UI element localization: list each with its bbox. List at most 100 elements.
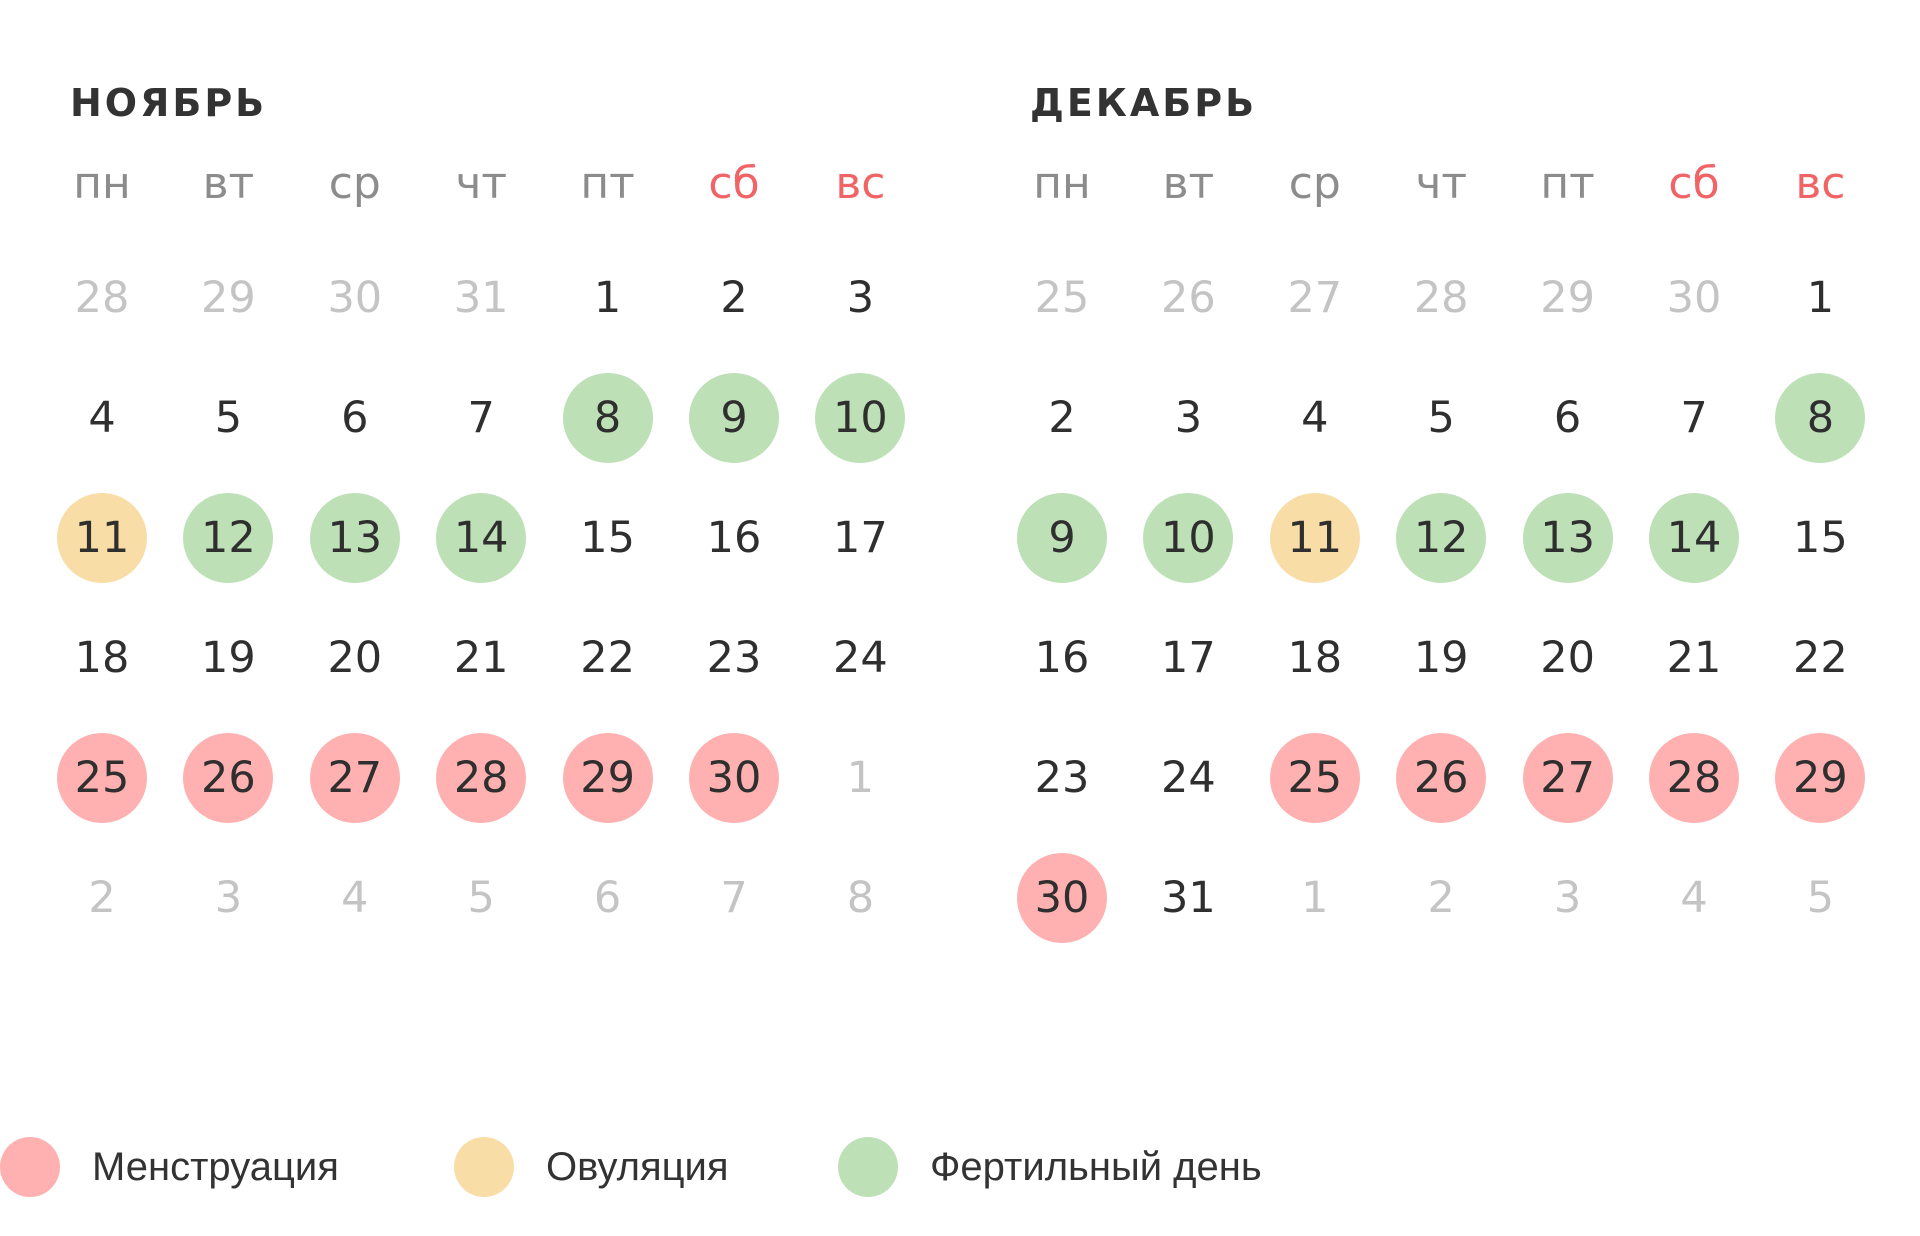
calendar-day-fertile[interactable]: 12 (165, 478, 291, 598)
calendar-day-normal[interactable]: 16 (671, 478, 797, 598)
calendar-day-normal[interactable]: 17 (797, 478, 923, 598)
calendar-day-menstruation[interactable]: 30 (671, 718, 797, 838)
calendar-day-other[interactable]: 28 (39, 238, 165, 358)
calendar-day-fertile[interactable]: 10 (1125, 478, 1251, 598)
calendar-day-normal[interactable]: 1 (545, 238, 671, 358)
day-number: 2 (1427, 873, 1455, 923)
day-number: 1 (1301, 873, 1329, 923)
calendar-day-other[interactable]: 27 (1252, 238, 1378, 358)
calendar-day-other[interactable]: 2 (39, 838, 165, 958)
calendar-day-other[interactable]: 4 (292, 838, 418, 958)
calendar-day-other[interactable]: 29 (1505, 238, 1631, 358)
calendar-day-menstruation[interactable]: 26 (165, 718, 291, 838)
calendar-day-normal[interactable]: 20 (292, 598, 418, 718)
calendar-day-normal[interactable]: 18 (39, 598, 165, 718)
day-number: 4 (88, 393, 116, 443)
calendar-day-normal[interactable]: 2 (999, 358, 1125, 478)
calendar-day-other[interactable]: 30 (292, 238, 418, 358)
calendar-day-normal[interactable]: 5 (165, 358, 291, 478)
calendar-day-normal[interactable]: 18 (1252, 598, 1378, 718)
calendar-day-menstruation[interactable]: 27 (1505, 718, 1631, 838)
calendar-day-other[interactable]: 1 (797, 718, 923, 838)
calendar-day-normal[interactable]: 7 (1631, 358, 1757, 478)
calendar-day-other[interactable]: 25 (999, 238, 1125, 358)
calendar-day-menstruation[interactable]: 28 (418, 718, 544, 838)
calendar-day-menstruation[interactable]: 28 (1631, 718, 1757, 838)
calendar-day-normal[interactable]: 16 (999, 598, 1125, 718)
calendar-day-normal[interactable]: 1 (1757, 238, 1883, 358)
calendar-day-normal[interactable]: 24 (1125, 718, 1251, 838)
weekday-header: вт (1162, 157, 1215, 209)
calendar-day-fertile[interactable]: 13 (1505, 478, 1631, 598)
calendar-day-normal[interactable]: 6 (1505, 358, 1631, 478)
weekday-header: ср (1288, 157, 1341, 209)
calendar-day-menstruation[interactable]: 29 (1757, 718, 1883, 838)
calendar-day-normal[interactable]: 22 (545, 598, 671, 718)
weekday-header: сб (708, 157, 760, 209)
calendar-day-normal[interactable]: 2 (671, 238, 797, 358)
calendar-day-normal[interactable]: 7 (418, 358, 544, 478)
calendar-day-normal[interactable]: 3 (1125, 358, 1251, 478)
calendar-day-other[interactable]: 5 (1757, 838, 1883, 958)
calendar-day-ovulation[interactable]: 11 (39, 478, 165, 598)
calendar-day-menstruation[interactable]: 25 (39, 718, 165, 838)
calendar-day-fertile[interactable]: 9 (999, 478, 1125, 598)
day-number: 25 (1269, 733, 1360, 823)
calendar-day-other[interactable]: 7 (671, 838, 797, 958)
calendar-day-menstruation[interactable]: 27 (292, 718, 418, 838)
calendar-day-fertile[interactable]: 8 (545, 358, 671, 478)
calendar-day-normal[interactable]: 15 (545, 478, 671, 598)
calendar-day-other[interactable]: 30 (1631, 238, 1757, 358)
calendar-day-other[interactable]: 3 (1505, 838, 1631, 958)
calendar-day-fertile[interactable]: 14 (1631, 478, 1757, 598)
day-number: 30 (1017, 853, 1107, 943)
calendar-day-other[interactable]: 1 (1252, 838, 1378, 958)
calendar-day-other[interactable]: 26 (1125, 238, 1251, 358)
day-number: 25 (1034, 273, 1090, 323)
calendar-day-fertile[interactable]: 14 (418, 478, 544, 598)
calendar-day-fertile[interactable]: 10 (797, 358, 923, 478)
calendar-day-other[interactable]: 29 (165, 238, 291, 358)
calendar-day-normal[interactable]: 19 (1378, 598, 1504, 718)
day-number: 14 (436, 493, 527, 583)
calendar-day-fertile[interactable]: 13 (292, 478, 418, 598)
calendar-day-other[interactable]: 2 (1378, 838, 1504, 958)
calendar-day-normal[interactable]: 19 (165, 598, 291, 718)
calendar-day-ovulation[interactable]: 11 (1252, 478, 1378, 598)
calendar-day-menstruation[interactable]: 26 (1378, 718, 1504, 838)
calendar-day-normal[interactable]: 23 (671, 598, 797, 718)
calendar-day-menstruation[interactable]: 29 (545, 718, 671, 838)
day-number: 1 (1806, 273, 1835, 323)
calendar-day-other[interactable]: 3 (165, 838, 291, 958)
calendar-day-menstruation[interactable]: 25 (1252, 718, 1378, 838)
weekday-header: пн (73, 157, 131, 209)
calendar-day-menstruation[interactable]: 30 (999, 838, 1125, 958)
calendar-day-normal[interactable]: 20 (1505, 598, 1631, 718)
calendar-day-fertile[interactable]: 12 (1378, 478, 1504, 598)
calendar-day-normal[interactable]: 17 (1125, 598, 1251, 718)
calendar-day-normal[interactable]: 24 (797, 598, 923, 718)
calendar-day-normal[interactable]: 31 (1125, 838, 1251, 958)
calendar-day-normal[interactable]: 22 (1757, 598, 1883, 718)
calendar-day-other[interactable]: 31 (418, 238, 544, 358)
calendar-day-normal[interactable]: 4 (39, 358, 165, 478)
calendar-day-other[interactable]: 5 (418, 838, 544, 958)
calendar-day-normal[interactable]: 5 (1378, 358, 1504, 478)
calendar-day-other[interactable]: 4 (1631, 838, 1757, 958)
calendar-day-normal[interactable]: 4 (1252, 358, 1378, 478)
day-number: 9 (1017, 493, 1107, 583)
day-number: 29 (1540, 273, 1595, 323)
calendar-day-normal[interactable]: 21 (1631, 598, 1757, 718)
calendar-day-normal[interactable]: 23 (999, 718, 1125, 838)
calendar-day-normal[interactable]: 6 (292, 358, 418, 478)
calendar-day-normal[interactable]: 3 (797, 238, 923, 358)
calendar-day-normal[interactable]: 21 (418, 598, 544, 718)
calendar-day-fertile[interactable]: 9 (671, 358, 797, 478)
calendar-day-other[interactable]: 6 (545, 838, 671, 958)
day-number: 20 (327, 633, 383, 683)
day-number: 28 (436, 733, 527, 823)
calendar-day-other[interactable]: 8 (797, 838, 923, 958)
calendar-day-normal[interactable]: 15 (1757, 478, 1883, 598)
calendar-day-other[interactable]: 28 (1378, 238, 1504, 358)
calendar-day-fertile[interactable]: 8 (1757, 358, 1883, 478)
